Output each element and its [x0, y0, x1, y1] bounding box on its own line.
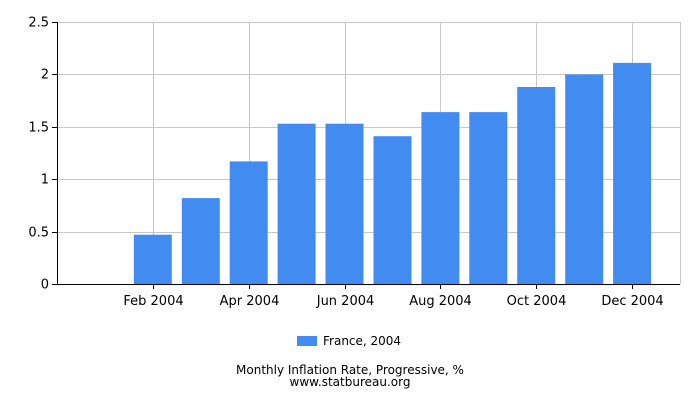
bar — [277, 123, 316, 284]
y-axis-tick-labels: 0 0.5 1 1.5 2 2.5 — [28, 16, 49, 293]
bar — [181, 198, 220, 284]
source-label: www.statbureau.org — [289, 375, 411, 389]
legend-swatch — [297, 336, 317, 346]
legend: France, 2004 — [297, 334, 401, 348]
bar — [565, 74, 604, 285]
y-tick-label: 0 — [41, 278, 49, 293]
bar-series — [133, 62, 652, 285]
x-tick-label: Feb 2004 — [123, 294, 183, 309]
bar — [469, 112, 508, 284]
y-tick-label: 0.5 — [28, 226, 49, 241]
legend-label: France, 2004 — [323, 334, 402, 348]
bar — [613, 62, 652, 285]
bar — [517, 87, 556, 284]
x-tick-label: Oct 2004 — [507, 294, 567, 309]
y-tick-label: 2.5 — [28, 16, 49, 31]
bar — [229, 161, 268, 284]
x-tick-label: Jun 2004 — [316, 294, 375, 309]
y-tick-label: 1 — [41, 173, 49, 188]
bar — [133, 234, 172, 284]
chart-title: Monthly Inflation Rate, Progressive, % — [236, 363, 464, 377]
bar — [373, 136, 412, 284]
x-axis-tick-labels: Feb 2004 Apr 2004 Jun 2004 Aug 2004 Oct 2004… — [123, 294, 663, 309]
y-tick-label: 2 — [41, 68, 49, 83]
x-tick-label: Apr 2004 — [220, 294, 280, 309]
axes — [52, 22, 680, 289]
y-tick-label: 1.5 — [28, 121, 49, 136]
bar — [325, 123, 364, 284]
x-tick-label: Aug 2004 — [409, 294, 472, 309]
x-tick-label: Dec 2004 — [601, 294, 663, 309]
bar — [421, 112, 460, 284]
